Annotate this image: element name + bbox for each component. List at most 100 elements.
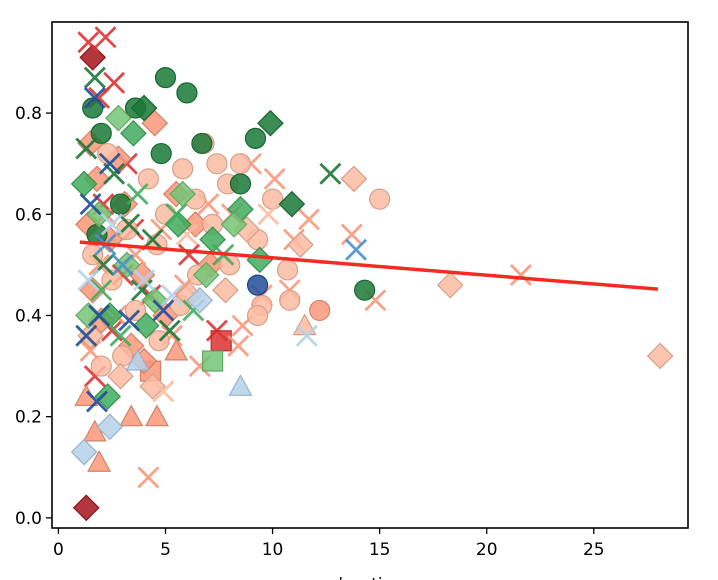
- data-point: [229, 173, 252, 195]
- data-point: [261, 188, 284, 210]
- data-point: [118, 309, 141, 332]
- data-point: [82, 97, 104, 119]
- data-point: [646, 342, 674, 370]
- data-point: [246, 304, 269, 327]
- data-point: [152, 380, 175, 403]
- data-point: [319, 162, 342, 185]
- data-point: [83, 86, 106, 109]
- x-tick-label: 20: [476, 540, 498, 560]
- data-point: [246, 274, 269, 296]
- data-point: [130, 94, 158, 122]
- data-point: [100, 213, 123, 236]
- y-tick-label: 0.4: [15, 306, 42, 326]
- data-point: [219, 254, 241, 276]
- data-point: [257, 203, 280, 226]
- data-point: [85, 390, 108, 413]
- data-point: [165, 203, 188, 226]
- data-point: [369, 188, 391, 210]
- data-point: [150, 142, 172, 165]
- data-point: [125, 348, 150, 371]
- data-point: [75, 324, 98, 347]
- data-point: [90, 279, 113, 302]
- data-point: [309, 299, 331, 322]
- data-point: [176, 82, 198, 104]
- data-point: [109, 193, 132, 215]
- x-tick-label: 5: [160, 540, 171, 560]
- data-point: [152, 299, 175, 322]
- data-point: [295, 324, 318, 347]
- data-point: [111, 253, 134, 276]
- data-point: [169, 180, 196, 208]
- data-point: [154, 67, 177, 89]
- data-point: [83, 66, 106, 89]
- data-point: [77, 269, 100, 292]
- data-point: [297, 208, 320, 231]
- y-tick-label: 0.6: [15, 205, 42, 225]
- data-point: [276, 259, 299, 281]
- data-point: [96, 413, 124, 441]
- trend-line: [79, 240, 659, 291]
- data-point: [228, 374, 253, 396]
- data-point: [126, 183, 149, 206]
- data-point: [178, 243, 201, 266]
- y-tick-label: 0.0: [15, 509, 42, 529]
- data-point: [77, 31, 100, 54]
- data-point: [141, 109, 169, 137]
- data-point: [160, 284, 183, 307]
- data-point: [244, 127, 267, 149]
- data-point: [72, 494, 100, 522]
- data-point: [133, 269, 156, 292]
- data-point: [75, 137, 98, 160]
- data-point: [192, 261, 220, 289]
- data-point: [436, 271, 464, 299]
- data-point: [220, 211, 248, 238]
- data-point: [87, 449, 112, 472]
- data-point: [98, 152, 121, 175]
- data-point: [118, 213, 141, 236]
- data-point: [340, 223, 363, 246]
- data-point: [109, 324, 132, 347]
- data-point: [90, 355, 112, 377]
- plot-frame: [51, 21, 689, 529]
- data-point: [257, 109, 284, 137]
- y-axis-ticks: 0.0 0.2 0.4 0.6 0.8: [15, 104, 52, 529]
- data-point: [105, 104, 132, 132]
- data-point: [354, 279, 376, 301]
- data-point: [287, 231, 314, 258]
- y-tick-label: 0.8: [15, 104, 42, 124]
- data-point: [94, 383, 122, 410]
- data-point: [88, 304, 111, 327]
- plot-background: [52, 22, 688, 528]
- data-point: [120, 119, 147, 147]
- data-point: [186, 286, 214, 314]
- data-point: [212, 276, 239, 304]
- x-tick-label: 0: [53, 540, 64, 560]
- data-point: [164, 338, 189, 361]
- data-point: [202, 350, 224, 372]
- scatter-points: [70, 26, 674, 522]
- x-axis-label: duration: [332, 575, 404, 580]
- data-point: [345, 238, 368, 261]
- data-point: [82, 419, 107, 442]
- data-point: [90, 122, 112, 144]
- data-point: [112, 345, 134, 367]
- data-point: [137, 168, 159, 190]
- data-point: [227, 334, 250, 357]
- data-point: [144, 404, 169, 427]
- data-point: [340, 165, 368, 193]
- x-tick-label: 25: [583, 540, 605, 560]
- data-point: [210, 330, 232, 352]
- data-point: [70, 438, 98, 466]
- data-point: [206, 153, 228, 175]
- data-point: [509, 264, 532, 286]
- data-point: [94, 26, 117, 49]
- data-point: [229, 153, 252, 175]
- data-point: [158, 319, 181, 342]
- data-point: [263, 167, 286, 190]
- x-tick-label: 15: [369, 540, 391, 560]
- data-point: [124, 299, 147, 322]
- data-point: [97, 142, 119, 165]
- x-tick-label: 10: [262, 540, 284, 560]
- data-point: [79, 193, 102, 216]
